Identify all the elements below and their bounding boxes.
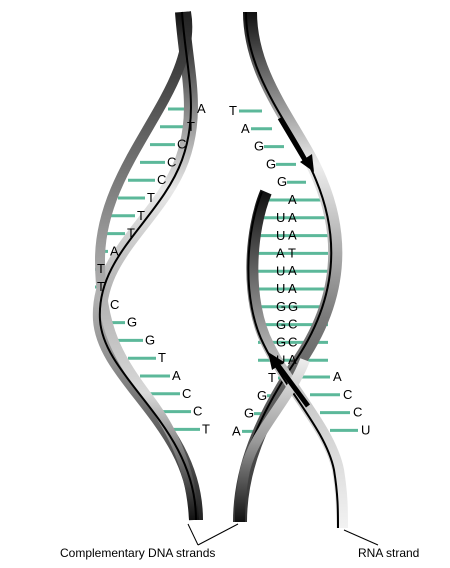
- template-base-letter: G: [288, 299, 298, 314]
- template-base-letter: A: [288, 281, 297, 296]
- dna-strands-label: Complementary DNA strands: [60, 546, 215, 560]
- lower-right-base-letter: C: [343, 387, 352, 402]
- rna-base-letter: U: [276, 281, 285, 296]
- arrow-lower-shaft: [274, 362, 311, 408]
- left-strand-edge: [98, 11, 197, 521]
- left-strand-outer: [92, 11, 203, 521]
- template-base-letter: A: [288, 352, 297, 367]
- left-base-letter: C: [167, 154, 176, 169]
- arrow-lower-head: [268, 352, 284, 370]
- left-base-letter: A: [197, 101, 206, 116]
- rna-base-letter: U: [276, 352, 285, 367]
- left-base-letter: G: [127, 315, 137, 330]
- left-base-letter: T: [97, 279, 105, 294]
- template-base-letter: G: [244, 406, 254, 421]
- left-base-letter: A: [172, 368, 181, 383]
- template-base-letter: C: [288, 334, 297, 349]
- lower-right-base-letter: U: [361, 422, 370, 437]
- lower-right-base-letter: C: [353, 405, 362, 420]
- left-base-letter: T: [187, 119, 195, 134]
- base-letters: ATCCCTTTATTCGGTACCTTAGGGAAATAAGCCATGGAUU…: [97, 101, 370, 438]
- left-base-letter: T: [147, 190, 155, 205]
- template-base-letter: A: [288, 210, 297, 225]
- left-base-letter: C: [177, 137, 186, 152]
- dna-leader-left: [187, 523, 199, 546]
- template-base-letter: C: [288, 317, 297, 332]
- rna-base-letter: U: [276, 263, 285, 278]
- template-base-letter: T: [268, 370, 276, 385]
- rna-base-letter: G: [276, 317, 286, 332]
- lower-right-strand: [235, 358, 310, 523]
- left-base-letter: C: [193, 404, 202, 419]
- template-base-letter: A: [232, 423, 241, 438]
- left-dna-helix: [92, 11, 203, 521]
- template-base-letter: A: [288, 192, 297, 207]
- left-base-letter: T: [137, 208, 145, 223]
- template-base-letter: A: [288, 263, 297, 278]
- template-base-letter: A: [241, 121, 250, 136]
- template-base-letter: T: [288, 245, 296, 260]
- left-base-letter: T: [127, 226, 135, 241]
- rna-base-letter: G: [276, 299, 286, 314]
- left-base-letter: G: [145, 332, 155, 347]
- left-base-letter: C: [110, 297, 119, 312]
- rna-leader: [343, 529, 379, 546]
- rna-base-letter: U: [276, 228, 285, 243]
- template-base-letter: G: [277, 174, 287, 189]
- rna-base-letter: G: [276, 335, 286, 350]
- left-base-letter: C: [157, 172, 166, 187]
- lower-right-base-letter: A: [333, 369, 342, 384]
- arrow-upper-head: [300, 154, 314, 172]
- arrow-upper-shaft: [277, 116, 308, 162]
- rna-strand-label: RNA strand: [358, 546, 419, 560]
- rna-base-letter: U: [276, 210, 285, 225]
- left-base-letter: T: [158, 350, 166, 365]
- direction-arrows: [268, 116, 314, 408]
- lower-right-dna: [235, 358, 310, 523]
- rna-base-letter: A: [276, 246, 285, 261]
- dna-leader-right: [197, 523, 239, 546]
- template-base-letter: G: [254, 139, 264, 154]
- left-base-letter: T: [202, 421, 210, 436]
- left-base-letter: C: [182, 386, 191, 401]
- template-base-letter: G: [257, 388, 267, 403]
- caption-leaders: [187, 523, 379, 546]
- left-base-letter: T: [97, 261, 105, 276]
- template-base-letter: G: [266, 156, 276, 171]
- left-base-letter: A: [110, 243, 119, 258]
- template-base-letter: A: [288, 228, 297, 243]
- template-base-letter: T: [229, 103, 237, 118]
